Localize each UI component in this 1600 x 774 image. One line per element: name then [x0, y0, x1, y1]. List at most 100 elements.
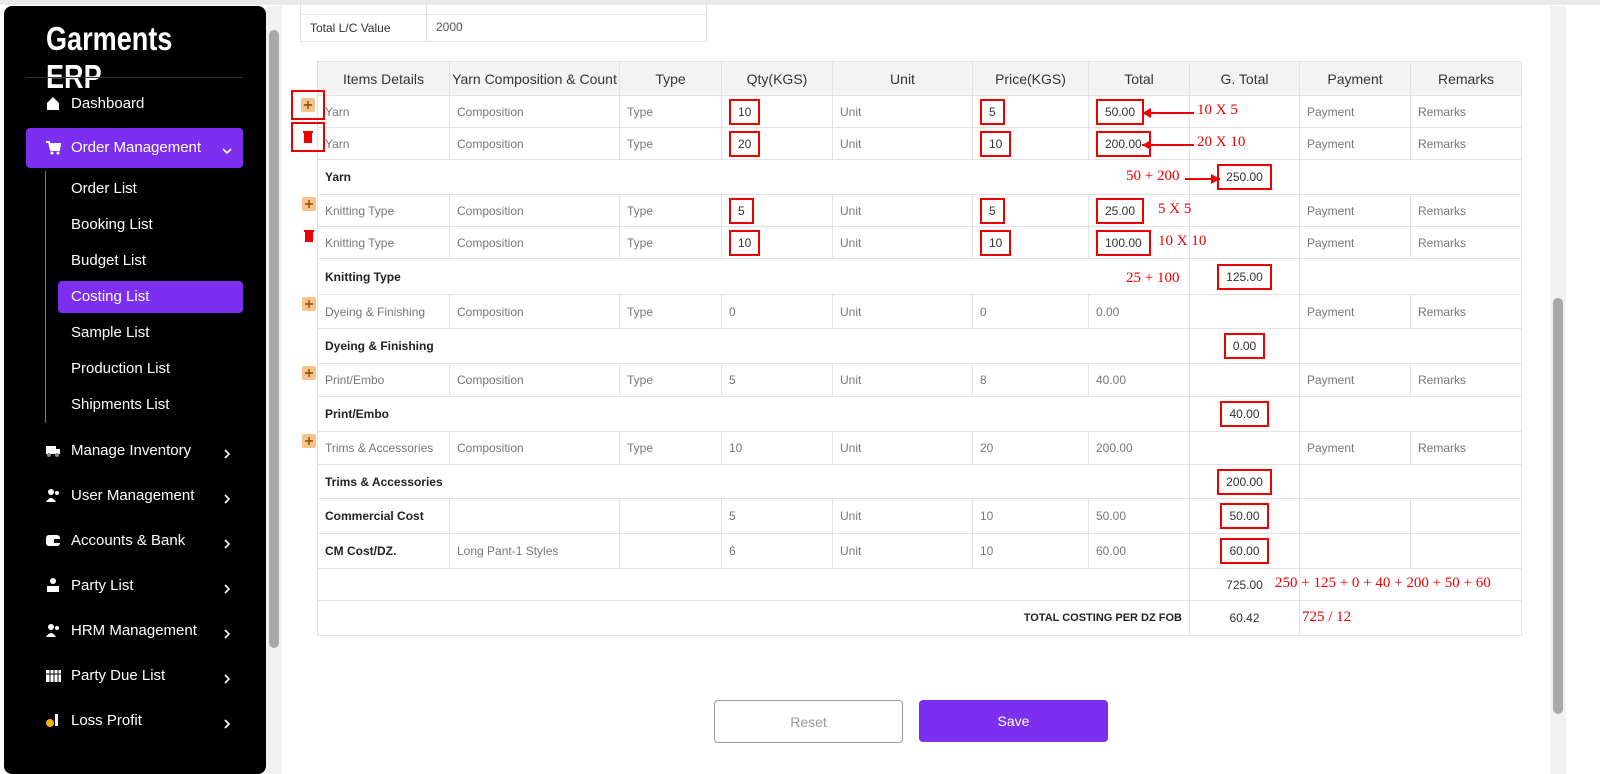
chevron — [222, 671, 232, 684]
table-cell: Type — [620, 128, 722, 160]
unit-value: Unit — [840, 304, 862, 319]
table-cell: 125.00 — [1190, 259, 1300, 295]
table-cell: Type — [620, 432, 722, 465]
add-row-button[interactable] — [300, 195, 318, 213]
table-cell: 250.00 — [1190, 160, 1300, 195]
submenu-item[interactable]: Costing List — [71, 288, 150, 305]
menu-item[interactable]: Manage Inventory — [71, 442, 192, 459]
lc-value: 2000 — [436, 20, 463, 34]
table-cell: 10 — [722, 432, 833, 465]
menu-item[interactable]: Dashboard — [71, 95, 145, 112]
submenu-item[interactable]: Sample List — [71, 324, 150, 341]
submenu-item[interactable]: Order List — [71, 180, 137, 197]
menu-item[interactable]: Loss Profit — [71, 712, 142, 729]
menu-item[interactable]: HRM Management — [71, 622, 197, 639]
table-cell: Print/Embo — [318, 397, 1190, 432]
table-cell — [620, 534, 722, 569]
table-cell: Unit — [833, 432, 973, 465]
arrow — [1185, 173, 1220, 184]
menu-item[interactable]: Party Due List — [71, 667, 166, 684]
price-value: 10 — [980, 544, 994, 558]
item-value: Commercial Cost — [325, 509, 424, 523]
price-value: 10 — [980, 130, 1012, 157]
table-cell: 200.00 — [1089, 432, 1190, 465]
table-cell: 10 — [722, 96, 833, 128]
item-value: Print/Embo — [325, 407, 390, 421]
reset-button[interactable]: Reset — [714, 700, 903, 743]
add-row-button[interactable] — [300, 432, 318, 450]
table-cell: Remarks — [1411, 227, 1522, 259]
price-value: 8 — [980, 373, 987, 387]
table-cell: 5 — [722, 499, 833, 534]
table-cell: 8 — [973, 364, 1089, 397]
table-cell: Type — [620, 96, 722, 128]
payment-value: Payment — [1307, 104, 1355, 119]
type-value: Type — [627, 203, 654, 218]
add-row-button[interactable] — [300, 364, 318, 382]
table-cell — [1411, 499, 1522, 534]
table-cell: 25.00 — [1089, 195, 1190, 227]
table-cell: Composition — [450, 364, 620, 397]
item-value: Dyeing & Finishing — [325, 304, 426, 319]
qty-value: 5 — [729, 197, 754, 224]
scroll-thumb[interactable] — [1553, 298, 1563, 714]
chevron — [222, 143, 232, 155]
table-border — [318, 61, 1522, 62]
icon — [46, 535, 60, 546]
submenu-item[interactable]: Booking List — [71, 216, 153, 233]
annotation: 20 X 10 — [1197, 134, 1246, 150]
remove-row-button[interactable] — [291, 122, 325, 152]
submenu-item[interactable]: Production List — [71, 360, 171, 377]
payment-value: Payment — [1307, 441, 1355, 455]
brand: Garments ERP — [46, 20, 173, 95]
table-cell: 60.42 — [1190, 601, 1300, 636]
submenu-item[interactable]: Shipments List — [71, 396, 170, 413]
payment-value: Payment — [1307, 235, 1355, 250]
add-icon — [301, 98, 315, 112]
composition-value: Composition — [457, 203, 524, 218]
add-row-button[interactable] — [300, 295, 318, 313]
table-cell — [1300, 465, 1522, 499]
table-cell: Unit — [833, 295, 973, 329]
save-button[interactable]: Save — [919, 700, 1108, 742]
chevron-icon — [224, 584, 231, 594]
icon — [47, 97, 59, 110]
scroll-thumb[interactable] — [269, 30, 279, 648]
add-row-button[interactable] — [291, 90, 325, 120]
table-cell: 10 — [973, 227, 1089, 259]
submenu-item[interactable]: Budget List — [71, 252, 147, 269]
composition-value: Composition — [457, 373, 524, 387]
menu-icon — [45, 139, 62, 156]
top-bar — [0, 0, 1600, 5]
annotation: 250 + 125 + 0 + 40 + 200 + 50 + 60 — [1275, 575, 1491, 591]
table-cell: Trims & Accessories — [318, 465, 1190, 499]
table-cell — [1190, 128, 1300, 160]
menu-item[interactable]: Order Management — [71, 139, 202, 156]
add-icon — [302, 197, 316, 211]
menu-item[interactable]: User Management — [71, 487, 195, 504]
payment-value: Payment — [1307, 203, 1355, 218]
remarks-value: Remarks — [1418, 373, 1467, 387]
remove-row-button[interactable] — [300, 227, 318, 245]
total-value: 100.00 — [1096, 229, 1151, 256]
table-cell: Knitting Type — [318, 259, 1190, 295]
active-submenu — [58, 281, 243, 313]
type-value: Type — [627, 136, 654, 151]
composition-value: Composition — [457, 441, 524, 455]
table-cell: Type — [620, 364, 722, 397]
menu-item[interactable]: Party List — [71, 577, 134, 594]
table-cell: Yarn — [318, 96, 450, 128]
price-value: 5 — [980, 197, 1005, 224]
menu-item[interactable]: Accounts & Bank — [71, 532, 186, 549]
column-header: Yarn Composition & Count — [450, 62, 620, 96]
table-cell: 100.00 — [1089, 227, 1190, 259]
remarks-value: Remarks — [1418, 136, 1467, 151]
price-value: 5 — [980, 98, 1005, 125]
table-cell — [450, 499, 620, 534]
composition-value: Composition — [457, 304, 524, 319]
annotation: 725 / 12 — [1302, 608, 1352, 625]
add-icon — [302, 434, 316, 448]
composition-value: Composition — [457, 104, 524, 119]
table-cell — [318, 569, 1190, 601]
g-total-value: 50.00 — [1220, 503, 1269, 529]
